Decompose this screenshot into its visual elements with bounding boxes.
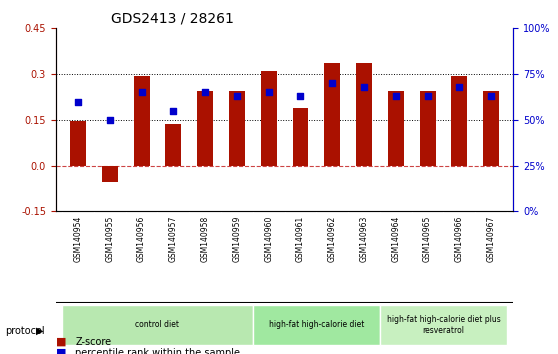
Text: GSM140957: GSM140957: [169, 216, 178, 262]
Bar: [165, 125, 181, 166]
Point: [455, 84, 464, 90]
Point: [201, 90, 210, 95]
Point: [105, 117, 114, 123]
Point: [391, 93, 400, 99]
Text: high-fat high-calorie diet plus
resveratrol: high-fat high-calorie diet plus resverat…: [387, 315, 501, 335]
Text: Z-score: Z-score: [75, 337, 112, 347]
Text: GSM140955: GSM140955: [105, 216, 114, 262]
Bar: [388, 91, 404, 166]
Point: [233, 93, 242, 99]
Text: protocol: protocol: [6, 326, 45, 336]
Text: GSM140961: GSM140961: [296, 216, 305, 262]
Point: [423, 93, 432, 99]
Text: control diet: control diet: [136, 320, 180, 330]
Text: GSM140963: GSM140963: [359, 216, 368, 262]
Bar: [70, 121, 86, 166]
Point: [264, 90, 273, 95]
Text: GDS2413 / 28261: GDS2413 / 28261: [110, 12, 234, 26]
Text: GSM140964: GSM140964: [391, 216, 400, 262]
Text: GSM140967: GSM140967: [487, 216, 496, 262]
Point: [137, 90, 146, 95]
Bar: [134, 76, 150, 166]
FancyBboxPatch shape: [380, 305, 507, 345]
Bar: [292, 108, 309, 166]
Bar: [229, 91, 245, 166]
Text: ■: ■: [56, 337, 66, 347]
Text: GSM140962: GSM140962: [328, 216, 336, 262]
Bar: [356, 63, 372, 166]
Bar: [197, 91, 213, 166]
Bar: [451, 76, 467, 166]
Point: [328, 80, 336, 86]
Point: [74, 99, 83, 104]
Text: GSM140956: GSM140956: [137, 216, 146, 262]
Text: ▶: ▶: [36, 326, 44, 336]
Text: GSM140959: GSM140959: [233, 216, 242, 262]
Text: ■: ■: [56, 348, 66, 354]
FancyBboxPatch shape: [62, 305, 253, 345]
FancyBboxPatch shape: [253, 305, 380, 345]
Bar: [324, 63, 340, 166]
Text: high-fat high-calorie diet: high-fat high-calorie diet: [268, 320, 364, 330]
Text: GSM140966: GSM140966: [455, 216, 464, 262]
Point: [169, 108, 178, 114]
Point: [487, 93, 496, 99]
Bar: [261, 71, 277, 166]
Text: GSM140954: GSM140954: [74, 216, 83, 262]
Point: [359, 84, 368, 90]
Text: percentile rank within the sample: percentile rank within the sample: [75, 348, 240, 354]
Bar: [102, 166, 118, 182]
Text: GSM140965: GSM140965: [423, 216, 432, 262]
Text: GSM140958: GSM140958: [201, 216, 210, 262]
Bar: [420, 91, 435, 166]
Bar: [483, 91, 499, 166]
Point: [296, 93, 305, 99]
Text: GSM140960: GSM140960: [264, 216, 273, 262]
